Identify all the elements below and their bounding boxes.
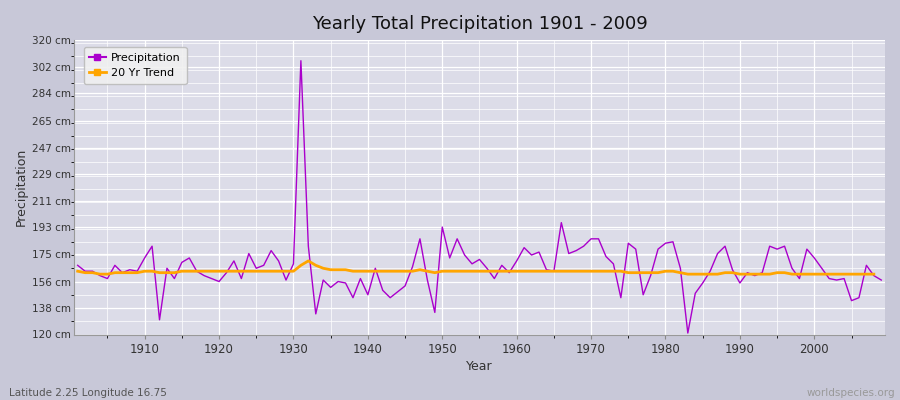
Text: worldspecies.org: worldspecies.org	[807, 388, 896, 398]
Text: Latitude 2.25 Longitude 16.75: Latitude 2.25 Longitude 16.75	[9, 388, 166, 398]
Y-axis label: Precipitation: Precipitation	[15, 148, 28, 226]
Legend: Precipitation, 20 Yr Trend: Precipitation, 20 Yr Trend	[84, 47, 186, 84]
X-axis label: Year: Year	[466, 360, 493, 373]
Title: Yearly Total Precipitation 1901 - 2009: Yearly Total Precipitation 1901 - 2009	[311, 15, 647, 33]
